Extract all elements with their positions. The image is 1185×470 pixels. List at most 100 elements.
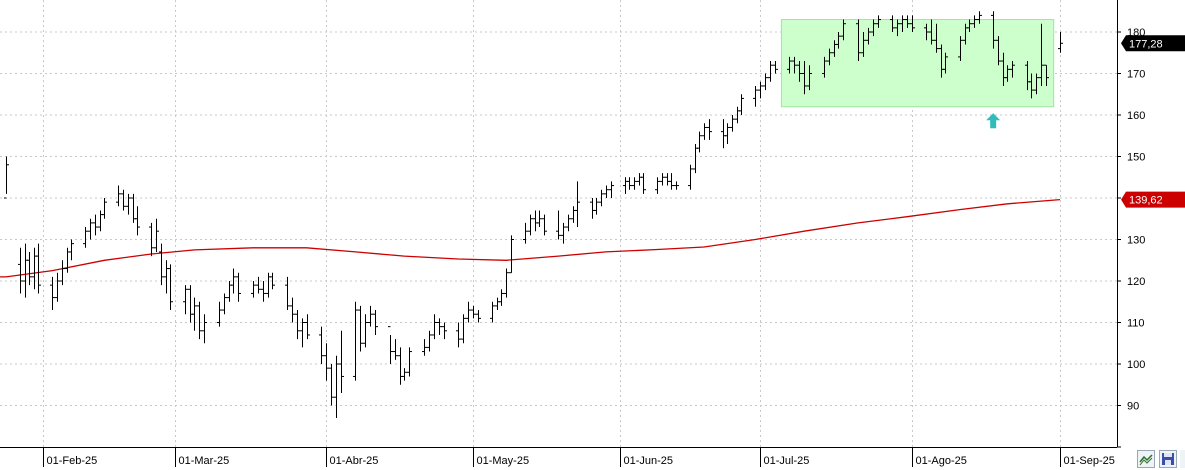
ohlc-bar [958, 36, 963, 62]
ohlc-bar [924, 23, 929, 41]
ohlc-bar [967, 19, 972, 32]
ohlc-bar [991, 11, 996, 49]
ohlc-bar [373, 310, 378, 335]
ohlc-bar [227, 281, 232, 302]
ohlc-bar [802, 61, 807, 95]
ohlc-bar [697, 131, 702, 153]
ohlc-bar [768, 61, 773, 82]
price-tags: 177,28 139,62 [1121, 35, 1185, 208]
y-tick-label: 100 [1127, 359, 1145, 371]
ohlc-bar [149, 222, 154, 257]
ohlc-bar [665, 173, 670, 186]
moving-average-line [0, 198, 1061, 278]
ohlc-bar [977, 11, 982, 24]
x-tick-label: 01-May-25 [477, 455, 530, 467]
ohlc-bar [398, 347, 403, 385]
ohlc-bar [83, 227, 88, 248]
ohlc-bar [725, 123, 730, 145]
ohlc-bar [822, 56, 827, 78]
ohlc-bar [183, 285, 188, 315]
ohlc-bar [866, 27, 871, 45]
ohlc-bar [466, 301, 471, 323]
price-tag-background [1121, 35, 1185, 52]
ohlc-bar [261, 281, 266, 302]
ohlc-bar [571, 206, 576, 223]
ohlc-bar [594, 198, 599, 215]
x-axis-ticks: 01-Feb-25 01-Mar-25 01-Abr-25 01-May-25 01-J… [43, 447, 1115, 467]
ohlc-bar [305, 314, 310, 340]
save-button[interactable] [1159, 450, 1177, 468]
ohlc-bar [797, 61, 802, 82]
ohlc-series [4, 11, 1063, 418]
ohlc-bar [669, 173, 674, 190]
ohlc-bar [456, 322, 461, 348]
ohlc-bar [599, 189, 604, 207]
ohlc-bar [542, 214, 547, 236]
ohlc-bar [627, 177, 632, 190]
ohlc-bar [285, 276, 290, 311]
ohlc-bar [623, 177, 628, 194]
ohlc-bar [566, 214, 571, 232]
ohlc-bar [1044, 64, 1049, 86]
ohlc-bar [334, 355, 339, 418]
ohlc-bar [490, 301, 495, 323]
ohlc-bar [1005, 65, 1010, 82]
ohlc-bar [895, 19, 900, 37]
chart-toggle-button[interactable] [1137, 450, 1155, 468]
ohlc-bar [509, 235, 514, 274]
ohlc-bar [655, 177, 660, 194]
price-tag: 139,62 [1121, 191, 1185, 208]
ohlc-bar [135, 206, 140, 236]
ohlc-bar [461, 314, 466, 344]
ohlc-bar [934, 23, 939, 53]
ohlc-bar [836, 32, 841, 49]
ohlc-bar [773, 61, 778, 74]
ohlc-bar [856, 19, 861, 62]
ohlc-bar [358, 305, 363, 352]
x-tick-label: 01-Jul-25 [764, 455, 810, 467]
ohlc-bar [660, 173, 665, 186]
ohlc-bar [929, 19, 934, 45]
ohlc-bar [871, 19, 876, 37]
ohlc-bar [876, 15, 881, 28]
ohlc-bar [437, 318, 442, 335]
ohlc-bar [290, 297, 295, 323]
ohlc-bar [251, 281, 256, 298]
ohlc-bar [50, 276, 55, 311]
arrow-up-icon [986, 113, 1001, 129]
ohlc-bar [393, 339, 398, 360]
ohlc-bar [126, 193, 131, 215]
ohlc-bar [231, 268, 236, 294]
y-tick-label: 120 [1127, 276, 1145, 288]
y-tick-label: 160 [1127, 110, 1145, 122]
ohlc-bar [164, 260, 169, 294]
ohlc-bar [707, 119, 712, 140]
toolbar-overflow[interactable] [1180, 450, 1185, 468]
ohlc-bar [972, 15, 977, 28]
ohlc-bar [432, 314, 437, 340]
ohlc-bar [202, 314, 207, 344]
ohlc-bar [339, 330, 344, 394]
ohlc-bar [1039, 23, 1044, 86]
ohlc-bar [188, 285, 193, 323]
ohlc-bar [427, 330, 432, 352]
ohlc-bar [197, 301, 202, 340]
y-tick-label: 130 [1127, 235, 1145, 247]
ohlc-bar [1034, 73, 1039, 95]
ohlc-bar [402, 368, 407, 381]
ohlc-bar [222, 293, 227, 315]
ohlc-bar [23, 243, 28, 298]
ohlc-bar [471, 305, 476, 319]
ohlc-bar [300, 318, 305, 348]
ohlc-bar [270, 272, 275, 290]
ohlc-bar [996, 36, 1001, 66]
ohlc-bar [758, 81, 763, 99]
ohlc-bar [319, 326, 324, 364]
ohlc-bar [93, 214, 98, 236]
ohlc-bar [688, 164, 693, 190]
y-tick-label: 170 [1127, 69, 1145, 81]
ohlc-bar [102, 198, 107, 219]
ohlc-bar [841, 19, 846, 41]
x-tick-label: 01-Jun-25 [624, 455, 674, 467]
